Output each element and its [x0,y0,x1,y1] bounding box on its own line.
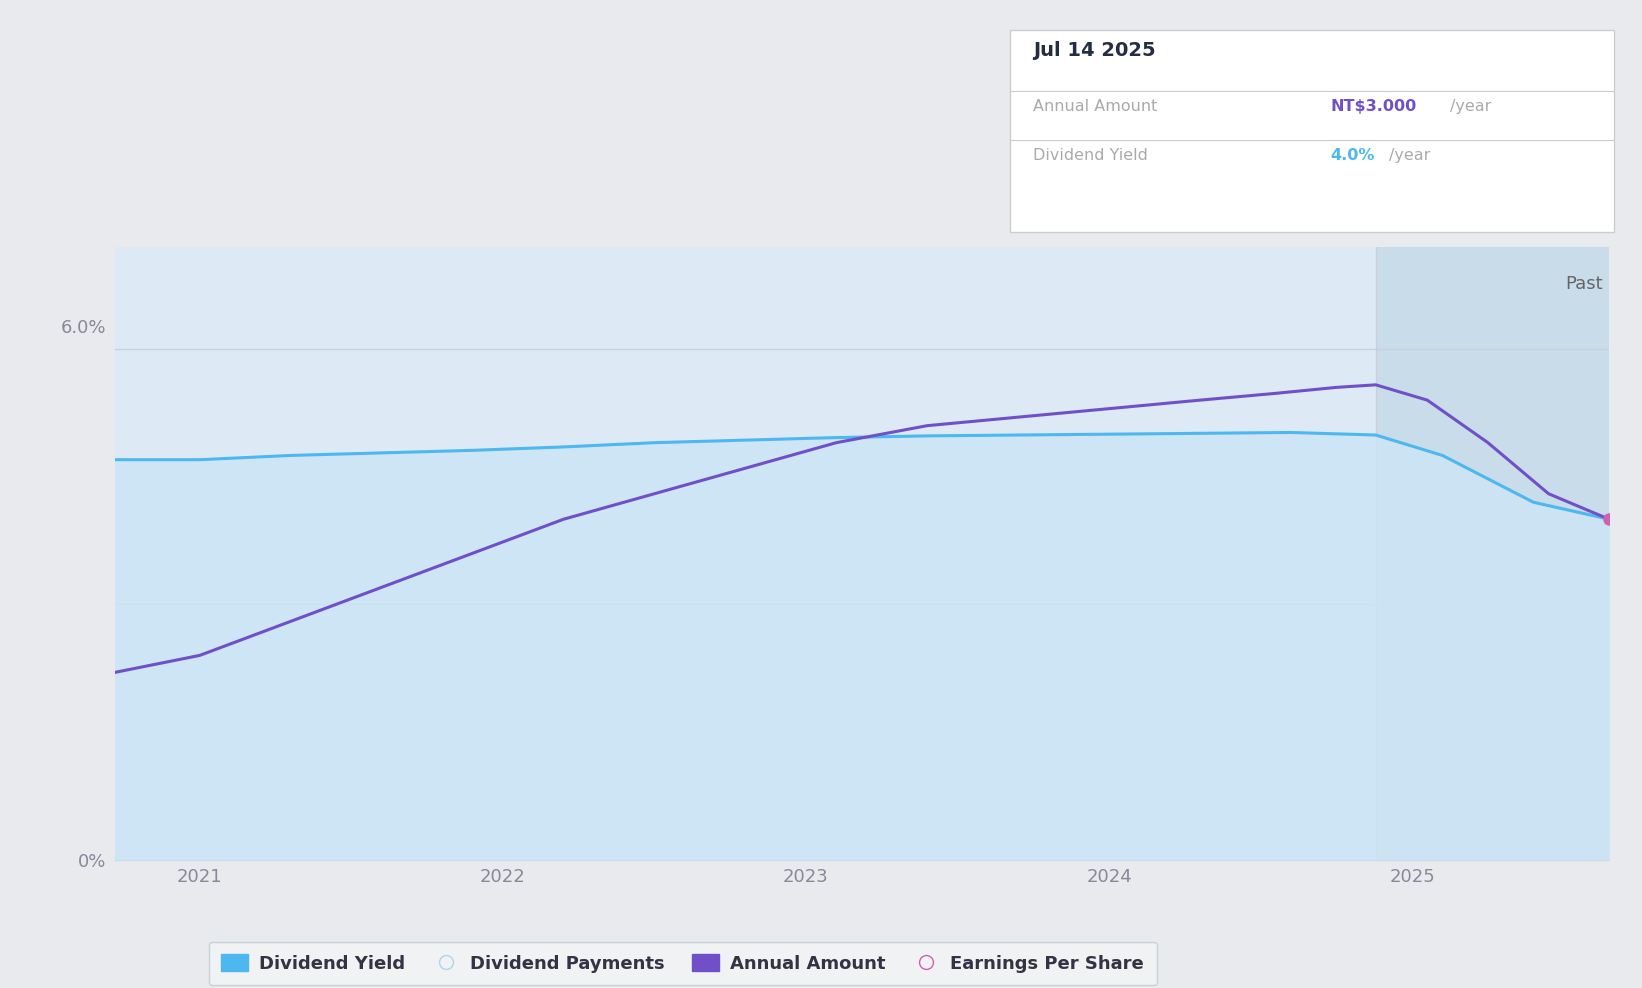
Text: /year: /year [1389,148,1430,163]
Text: Past: Past [1565,275,1603,292]
Text: Annual Amount: Annual Amount [1033,99,1158,114]
Text: 4.0%: 4.0% [1330,148,1374,163]
Text: Jul 14 2025: Jul 14 2025 [1033,41,1156,60]
Legend: Dividend Yield, Dividend Payments, Annual Amount, Earnings Per Share: Dividend Yield, Dividend Payments, Annua… [209,942,1158,985]
Text: NT$3.000: NT$3.000 [1330,99,1417,114]
Text: 6.0%: 6.0% [61,319,107,337]
Bar [1376,247,1609,860]
Text: /year: /year [1450,99,1491,114]
Text: Dividend Yield: Dividend Yield [1033,148,1148,163]
